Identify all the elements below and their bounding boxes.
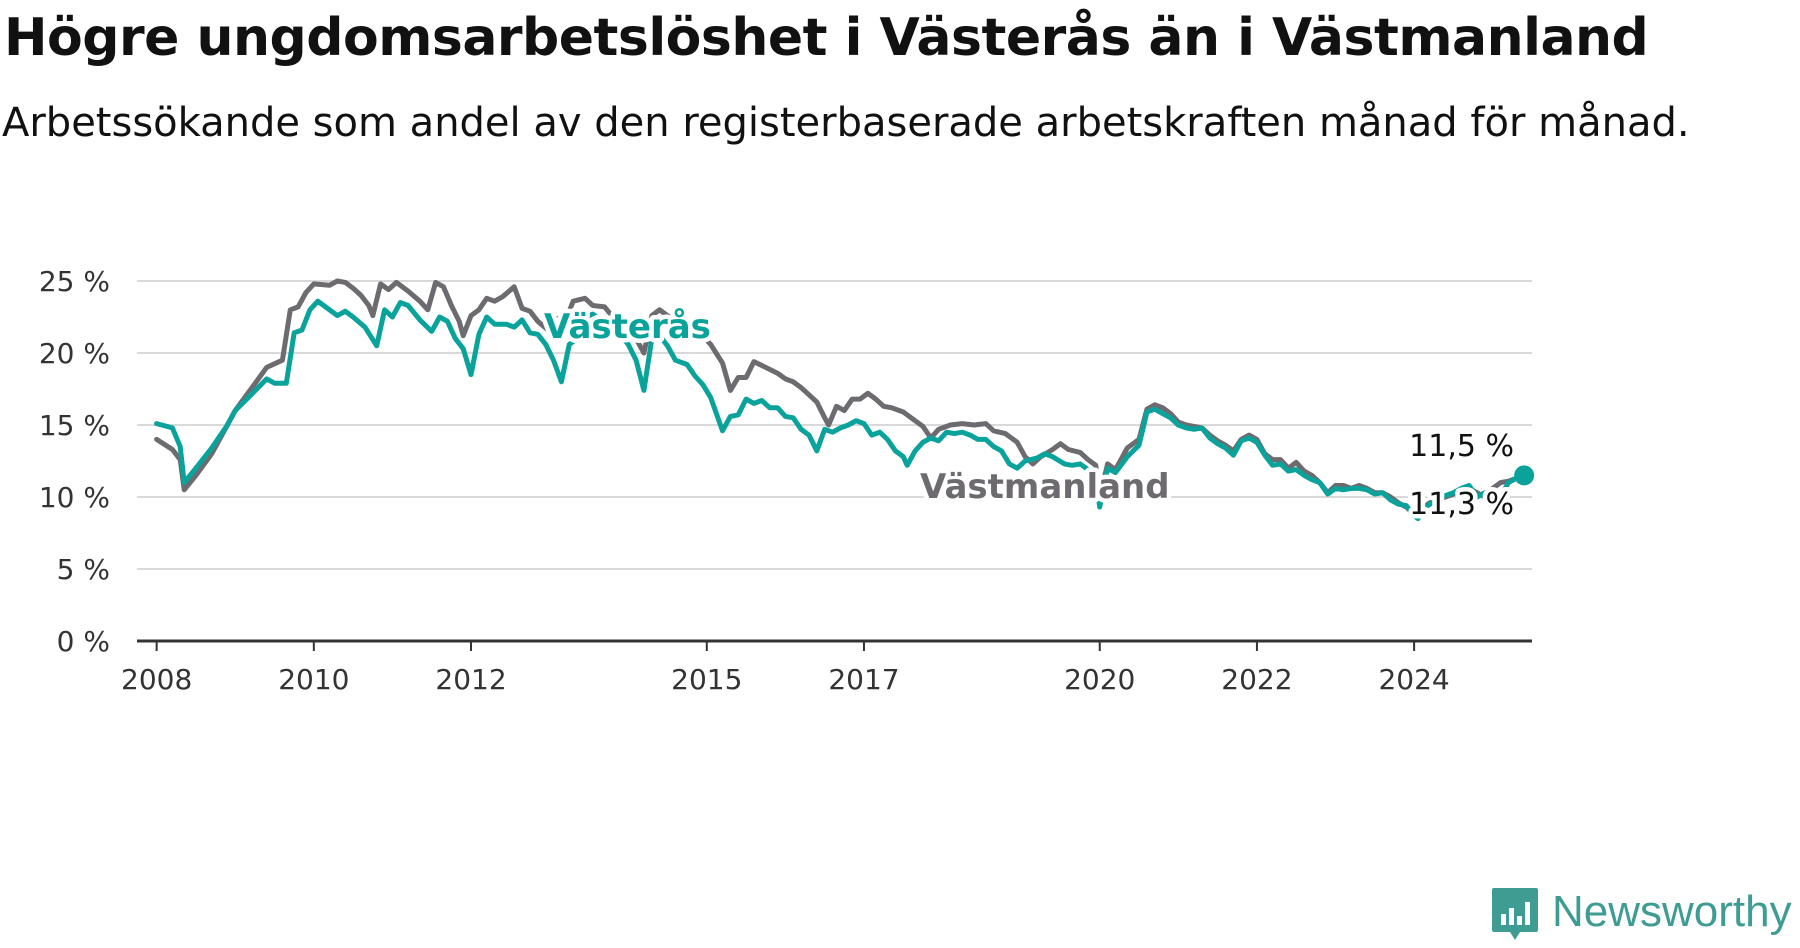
grid-layer bbox=[137, 280, 1532, 570]
x-tick-label: 2008 bbox=[121, 663, 192, 696]
logo-text: Newsworthy bbox=[1552, 887, 1792, 936]
chart-subtitle: Arbetssökande som andel av den registerb… bbox=[2, 100, 1690, 146]
series-layer bbox=[154, 278, 1535, 522]
x-tick-label: 2022 bbox=[1221, 663, 1292, 696]
series-label-vasteras: Västerås bbox=[544, 307, 711, 347]
label-layer: Västerås Västmanland 11,5 % 11,3 % bbox=[540, 303, 1519, 527]
x-tick-label: 2012 bbox=[435, 663, 506, 696]
series-line-vasteras bbox=[154, 298, 1527, 522]
axis-layer: 0 % 5 % 10 % 15 % 20 % 25 % 2008 2010 2012 2015 20… bbox=[39, 265, 1532, 696]
y-tick-label: 15 % bbox=[39, 409, 110, 442]
newsworthy-logo: Newsworthy bbox=[1490, 886, 1792, 942]
chart-title: Högre ungdomsarbetslöshet i Västerås än … bbox=[4, 8, 1649, 68]
y-tick-label: 5 % bbox=[57, 553, 110, 586]
y-tick-label: 10 % bbox=[39, 481, 110, 514]
end-label-vasteras: 11,5 % bbox=[1409, 429, 1514, 464]
end-label-vastmanland: 11,3 % bbox=[1409, 487, 1514, 522]
y-tick-label: 25 % bbox=[39, 265, 110, 298]
newsworthy-logo-icon bbox=[1492, 888, 1538, 940]
y-tick-label: 0 % bbox=[57, 625, 110, 658]
x-tick-label: 2015 bbox=[671, 663, 742, 696]
y-tick-label: 20 % bbox=[39, 337, 110, 370]
x-tick-label: 2017 bbox=[828, 663, 899, 696]
x-tick-label: 2024 bbox=[1378, 663, 1449, 696]
series-label-vastmanland: Västmanland bbox=[920, 467, 1170, 507]
x-tick-label: 2020 bbox=[1064, 663, 1135, 696]
x-tick-label: 2010 bbox=[278, 663, 349, 696]
end-point-vasteras bbox=[1514, 465, 1535, 486]
